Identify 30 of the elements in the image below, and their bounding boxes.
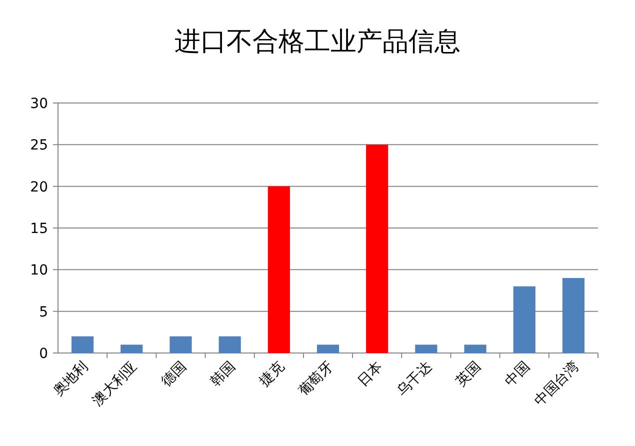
bar (366, 144, 388, 353)
bar (513, 286, 536, 353)
x-tick-label: 乌干达 (394, 358, 436, 400)
x-tick-label: 中国台湾 (531, 358, 582, 410)
x-tick-label: 奥地利 (50, 358, 92, 400)
y-tick-label: 10 (30, 262, 48, 279)
y-tick-label: 25 (30, 138, 48, 154)
y-tick-label: 20 (30, 179, 48, 196)
bar (170, 336, 192, 353)
x-tick-label: 中国 (502, 358, 534, 390)
bar (562, 278, 584, 353)
x-tick-label: 韩国 (208, 358, 239, 390)
chart-title: 进口不合格工业产品信息 (174, 27, 460, 57)
y-tick-label: 30 (30, 96, 48, 112)
bar (464, 344, 486, 353)
bar (268, 186, 290, 353)
y-tick-label: 5 (39, 304, 48, 320)
bar (415, 344, 438, 353)
y-tick-label: 0 (39, 346, 48, 362)
x-tick-label: 德国 (158, 358, 190, 390)
x-tick-label: 澳大利亚 (90, 358, 140, 410)
y-tick-label: 15 (30, 221, 48, 237)
bar (316, 344, 340, 353)
bar (120, 344, 143, 353)
x-tick-label: 捷克 (256, 358, 288, 390)
bar (218, 336, 241, 353)
bar (72, 336, 94, 353)
x-tick-label: 日本 (354, 358, 386, 390)
x-tick-label: 英国 (452, 358, 484, 390)
x-tick-label: 葡萄牙 (296, 358, 337, 400)
